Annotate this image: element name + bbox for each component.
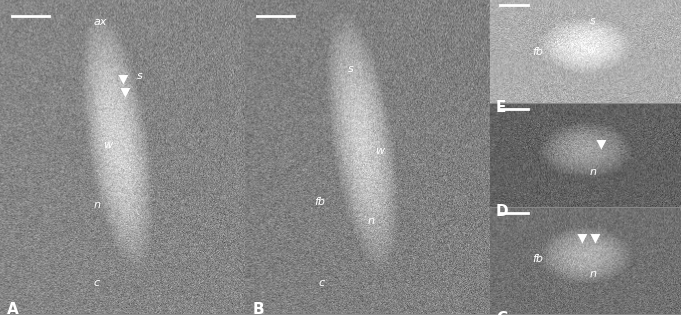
Text: ax: ax — [93, 17, 107, 27]
Text: ▶: ▶ — [588, 233, 602, 243]
Text: w: w — [103, 140, 112, 150]
Text: C: C — [496, 311, 507, 315]
Text: n: n — [590, 269, 597, 279]
Text: s: s — [348, 64, 354, 74]
Text: fb: fb — [314, 197, 325, 207]
Text: ▶: ▶ — [575, 233, 588, 243]
Text: s: s — [138, 71, 143, 81]
Text: ▶: ▶ — [118, 87, 131, 96]
Text: ▶: ▶ — [116, 74, 129, 83]
Text: w: w — [586, 45, 595, 55]
Text: E: E — [496, 100, 507, 115]
Text: w: w — [375, 146, 384, 156]
Text: n: n — [368, 215, 375, 226]
Text: n: n — [590, 167, 597, 176]
Text: ▶: ▶ — [595, 139, 607, 148]
Text: fb: fb — [533, 47, 543, 57]
Text: fb: fb — [533, 254, 543, 264]
Text: B: B — [253, 302, 264, 315]
Text: D: D — [496, 204, 509, 219]
Text: c: c — [319, 278, 325, 289]
Text: s: s — [590, 16, 595, 26]
Text: n: n — [93, 200, 100, 210]
Text: A: A — [7, 302, 19, 315]
Text: c: c — [93, 278, 99, 289]
